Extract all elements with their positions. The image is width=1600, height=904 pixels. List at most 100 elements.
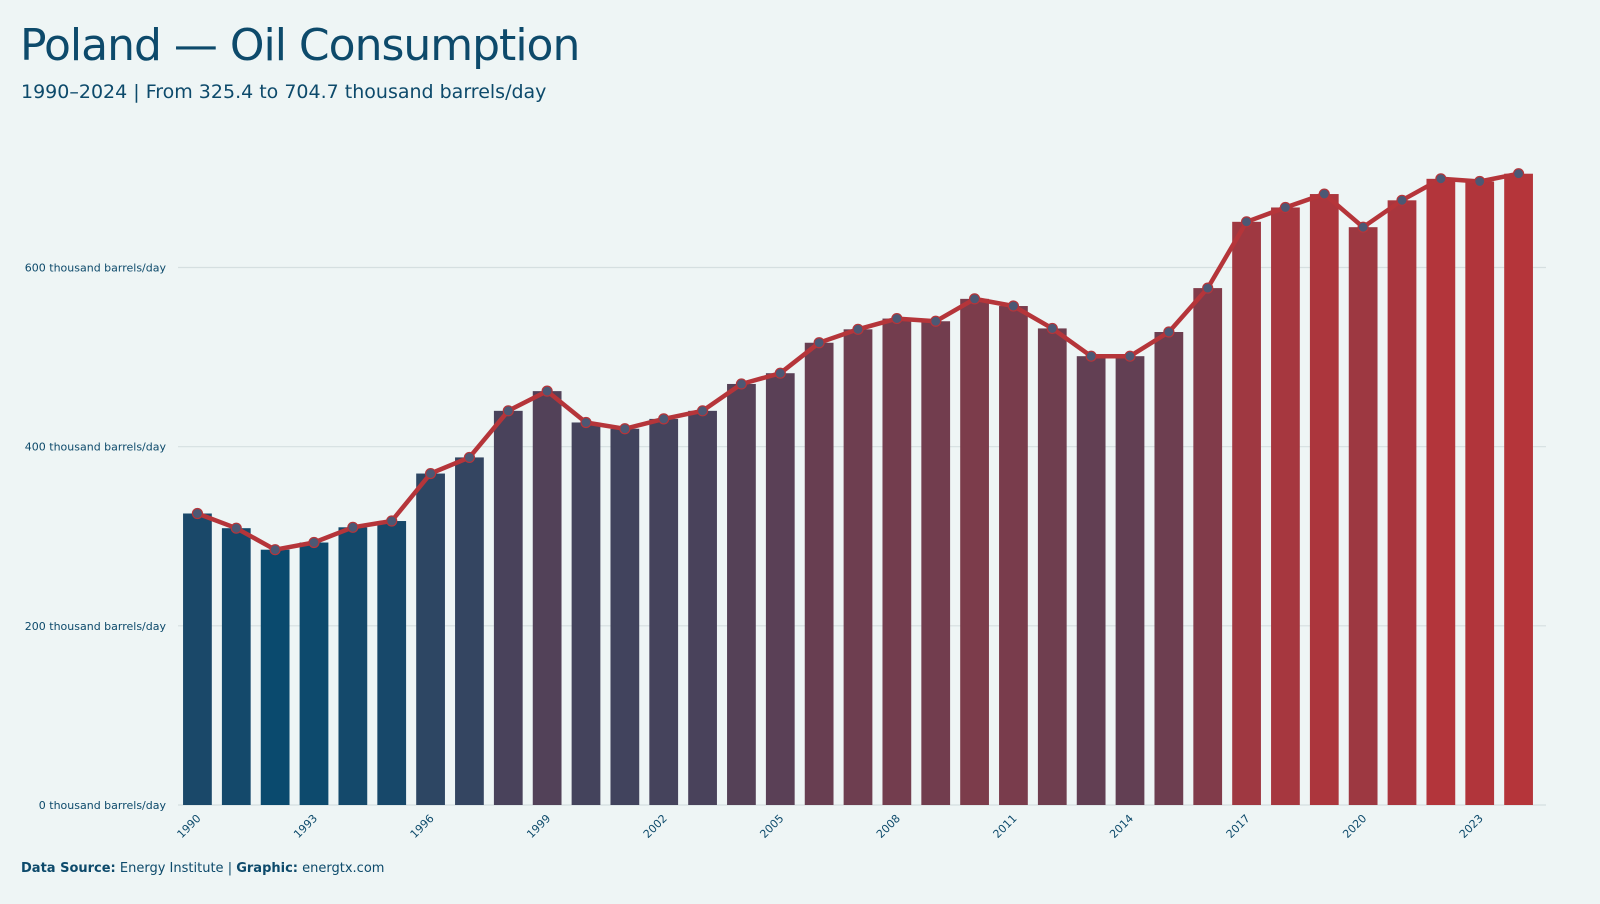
marker-2019 [1318,188,1330,200]
bar-2014 [1115,356,1145,805]
x-axis-labels: 1990 1993 1996 1999 2002 2005 2008 2011 2014 2017… [175,812,1486,841]
marker-2005 [774,367,786,379]
source-value: Energy Institute [119,861,224,876]
marker-2021 [1396,194,1408,206]
marker-2016 [1202,282,1214,294]
marker-1991 [230,522,242,534]
bar-2019 [1309,194,1339,805]
marker-2023 [1474,175,1486,188]
chart-subtitle: 1990–2024 | From 325.4 to 704.7 thousand… [21,81,547,103]
marker-2002 [658,413,670,425]
bar-1996 [416,473,445,805]
marker-1997 [463,451,476,464]
bar-1999 [532,391,562,805]
bar-layer [183,173,1533,806]
bar-2000 [571,422,601,805]
footer-separator: | [227,861,233,876]
marker-2008 [891,312,903,325]
bar-2017 [1232,221,1261,805]
marker-2004 [735,378,748,390]
x-tick-label: 2002 [641,812,670,841]
bar-2010 [960,298,989,805]
bar-2001 [610,428,640,805]
marker-2013 [1085,350,1097,362]
bar-2002 [649,418,679,805]
bar-2013 [1076,356,1106,805]
x-tick-label: 2011 [991,812,1020,841]
bar-1997 [455,457,484,805]
bar-2020 [1348,227,1378,805]
footer-credits: Data Source: Energy Institute | Graphic:… [21,861,384,876]
bar-1992 [260,549,290,805]
bar-2016 [1193,288,1223,806]
marker-2020 [1357,221,1369,233]
marker-1990 [191,507,204,520]
bar-1991 [221,528,251,805]
bar-2008 [882,318,912,805]
marker-1994 [347,521,359,533]
marker-2011 [1007,300,1020,312]
marker-2024 [1512,168,1525,180]
marker-2010 [968,293,981,305]
x-tick-label: 1993 [291,812,320,841]
x-tick-label: 2023 [1457,812,1486,841]
bar-2018 [1271,207,1300,805]
bar-2022 [1426,178,1456,805]
marker-2009 [930,315,942,327]
x-tick-label: 1999 [524,812,553,841]
x-tick-label: 2014 [1107,812,1136,841]
x-tick-label: 2005 [757,812,786,841]
marker-1995 [386,515,398,527]
bar-1994 [338,527,368,805]
y-axis-labels: 0 thousand barrels/day 200 thousand barre… [25,262,167,813]
y-tick-label: 400 thousand barrels/day [25,441,167,454]
y-tick-label: 0 thousand barrels/day [39,799,167,812]
bar-1998 [493,410,523,805]
bar-2005 [765,373,795,805]
y-tick-label: 200 thousand barrels/day [25,620,167,633]
bar-1993 [299,542,329,805]
source-label: Data Source: [21,861,116,876]
bar-2006 [804,342,834,805]
marker-2001 [619,423,631,435]
graphic-label: Graphic: [236,861,298,876]
marker-1993 [308,536,320,549]
bar-2021 [1387,200,1417,805]
bar-2011 [999,306,1028,805]
bar-2009 [921,321,951,805]
bar-2023 [1465,181,1495,805]
x-tick-label: 1996 [408,812,437,841]
x-tick-label: 1990 [175,812,204,841]
marker-2015 [1163,326,1175,338]
marker-2007 [852,323,864,335]
marker-2018 [1279,201,1292,214]
marker-1999 [541,385,553,397]
x-tick-label: 2008 [874,812,903,841]
bar-2007 [843,329,873,805]
graphic-value: energtx.com [302,861,385,876]
marker-2022 [1435,173,1447,185]
marker-layer [191,168,1525,556]
x-tick-label: 2017 [1224,812,1253,841]
chart-title: Poland — Oil Consumption [20,20,580,71]
y-tick-label: 600 thousand barrels/day [25,262,167,275]
marker-2012 [1046,322,1058,335]
x-tick-label: 2020 [1340,812,1369,841]
marker-2003 [696,405,709,417]
bar-1990 [183,513,212,805]
marker-2014 [1124,350,1136,362]
marker-2017 [1240,216,1253,228]
bar-2012 [1037,328,1067,805]
bar-2024 [1504,173,1533,806]
marker-2006 [813,337,825,349]
bar-2015 [1154,332,1184,805]
bar-2003 [688,410,717,805]
marker-2000 [580,416,592,429]
bar-2004 [727,383,756,805]
marker-1998 [502,405,514,417]
marker-1996 [424,467,437,480]
bar-1995 [377,521,407,805]
marker-1992 [269,544,281,556]
